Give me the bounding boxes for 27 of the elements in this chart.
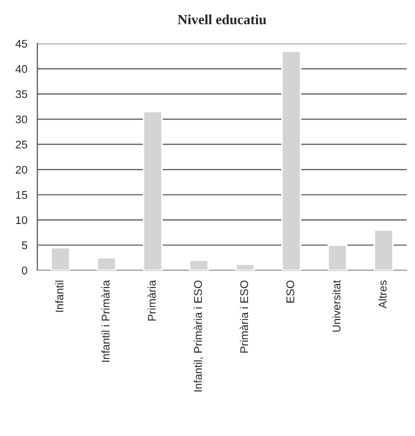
x-tick-label: Infantil: [55, 280, 64, 312]
x-tick-label: Infantil, Primària i ESO: [194, 280, 204, 392]
bar: [50, 246, 70, 270]
y-tick-label: 35: [16, 90, 28, 98]
x-tick-label: ESO: [286, 280, 294, 303]
y-tick-label: 0: [22, 266, 28, 274]
y-tick-label: 15: [16, 191, 28, 199]
bar: [235, 264, 256, 270]
y-tick-label: 25: [16, 140, 28, 148]
x-tick-label: Primària: [147, 280, 156, 320]
y-tick-label: 5: [22, 242, 28, 250]
x-tick-label: Altres: [378, 280, 387, 308]
y-tick-label: 30: [16, 115, 28, 124]
bar: [142, 110, 163, 270]
y-tick-label: 45: [16, 40, 28, 48]
chart-title: Nivell educatiu: [178, 14, 266, 24]
y-tick-label: 10: [16, 216, 28, 224]
x-tick-label: Infantil i Primària: [101, 280, 110, 362]
bar: [96, 257, 117, 270]
x-tick-label: Universitat: [332, 280, 340, 332]
y-tick-label: 20: [16, 166, 28, 174]
bar: [189, 260, 209, 270]
x-tick-label: Primària i ESO: [240, 280, 248, 353]
bar: [374, 229, 394, 270]
y-tick-label: 40: [16, 65, 28, 73]
bar: [281, 50, 302, 270]
bar: [328, 244, 348, 270]
